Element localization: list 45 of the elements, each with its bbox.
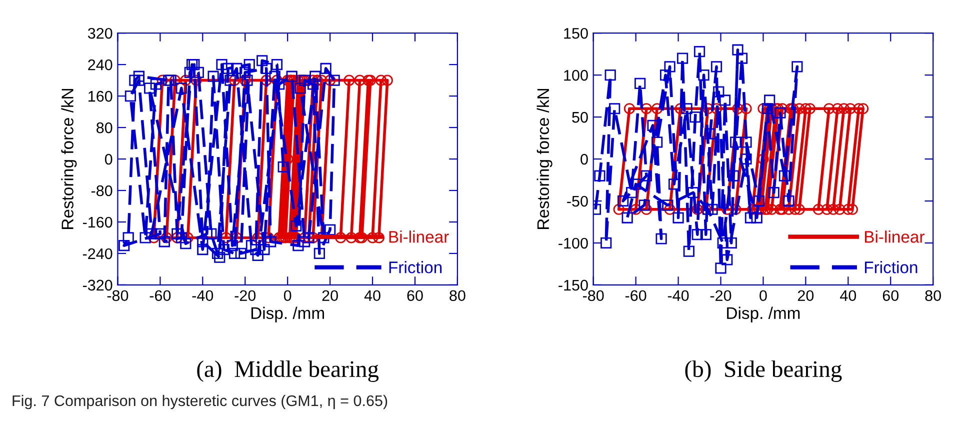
y-tick-label: 240	[88, 59, 112, 70]
legend-label: Bi-linear	[864, 230, 924, 243]
y-tick-label: -160	[82, 216, 112, 228]
x-tick-label: 60	[882, 290, 899, 302]
x-tick-label: 20	[322, 290, 338, 302]
x-tick-label: -80	[107, 290, 128, 302]
x-tick-label: -20	[710, 290, 732, 302]
y-tick-label: 0	[104, 154, 112, 165]
y-tick-label: 150	[564, 28, 588, 39]
legend-label: Friction	[389, 261, 442, 274]
y-tick-label: 100	[564, 70, 588, 81]
legend-label: Friction	[864, 261, 918, 274]
y-tick-label: -150	[558, 280, 588, 291]
x-tick-label: -80	[582, 290, 604, 302]
text: (b) Side bearing	[685, 360, 842, 382]
x-tick-label: 40	[364, 290, 380, 302]
y-tick-label: 160	[88, 90, 112, 102]
x-tick-label: 0	[760, 290, 767, 302]
legend-label: Bi-linear	[389, 230, 449, 243]
y-axis-title: Restoring force /kN	[536, 89, 552, 229]
y-tick-label: -100	[558, 238, 588, 249]
x-tick-label: -60	[625, 290, 646, 302]
x-tick-label: 20	[798, 290, 814, 302]
x-tick-label: 0	[284, 290, 292, 302]
x-tick-label: -40	[192, 290, 214, 302]
text: (a) Middle bearing	[197, 360, 379, 382]
y-tick-label: 50	[572, 112, 588, 123]
x-tick-label: 80	[450, 290, 466, 302]
x-axis-title: Disp. /mm	[727, 306, 800, 322]
x-tick-label: 80	[925, 290, 941, 302]
x-tick-label: 60	[407, 290, 423, 302]
y-axis-title: Restoring force /kN	[61, 89, 77, 229]
y-tick-label: 80	[96, 122, 112, 134]
x-tick-label: 40	[840, 290, 856, 302]
x-tick-label: -60	[150, 290, 171, 302]
y-tick-label: -320	[82, 280, 112, 291]
y-tick-label: 320	[88, 28, 112, 39]
x-tick-label: -40	[668, 290, 689, 302]
y-tick-label: -240	[82, 248, 112, 260]
y-tick-label: -80	[91, 185, 112, 196]
y-tick-label: 0	[580, 154, 588, 165]
caption: Fig. 7 Comparison on hysteretic curves (GM1, η = 0.65)	[12, 394, 388, 410]
y-tick-label: -50	[567, 196, 588, 207]
x-tick-label: -20	[234, 290, 256, 302]
x-axis-title: Disp. /mm	[251, 306, 324, 322]
